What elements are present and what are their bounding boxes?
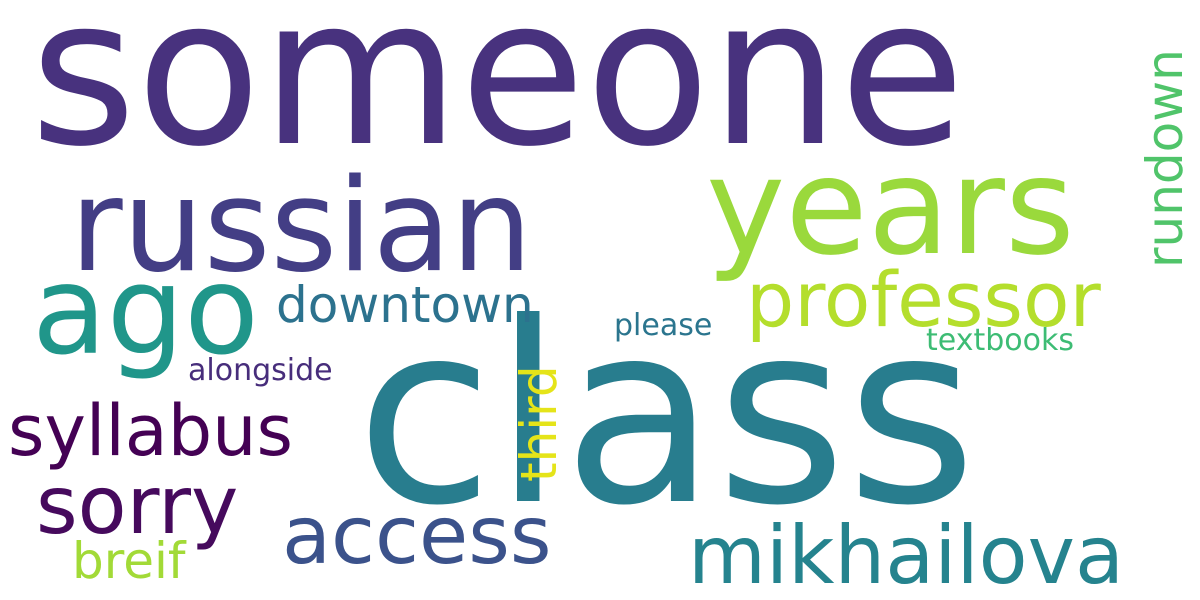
word-class: class [356,269,977,560]
word-years: years [706,129,1075,285]
word-third: third [510,365,568,482]
word-professor: professor [746,255,1101,344]
word-rundown: rundown [1136,49,1194,268]
word-textbooks: textbooks [926,323,1074,358]
word-alongside: alongside [188,353,333,388]
word-ago: ago [32,240,259,382]
word-mikhailova: mikhailova [688,509,1124,600]
word-russian: russian [70,152,533,301]
word-breif: breif [72,532,186,590]
word-access: access [282,489,552,582]
word-syllabus: syllabus [8,390,293,472]
word-someone: someone [30,0,965,192]
word-sorry: sorry [36,459,239,552]
word-downtown: downtown [276,276,534,334]
word-please: please [614,308,713,343]
